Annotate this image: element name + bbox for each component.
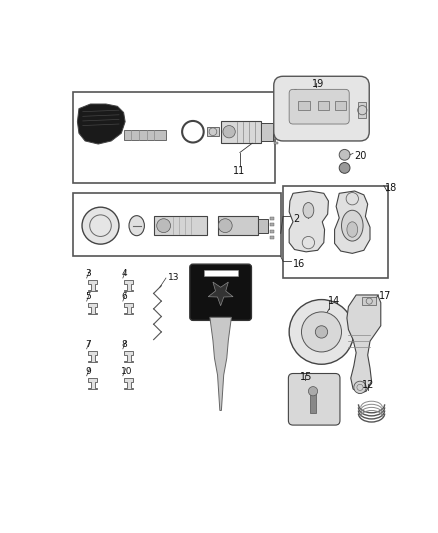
Bar <box>335 101 346 110</box>
Polygon shape <box>335 191 370 253</box>
Ellipse shape <box>342 210 363 241</box>
Text: 17: 17 <box>379 291 392 301</box>
Bar <box>227 351 231 357</box>
Circle shape <box>315 326 328 338</box>
Bar <box>270 217 274 220</box>
Polygon shape <box>88 351 97 362</box>
FancyBboxPatch shape <box>289 90 349 124</box>
Polygon shape <box>124 280 134 291</box>
Bar <box>270 230 274 232</box>
Bar <box>73 193 281 256</box>
Text: 3: 3 <box>85 269 91 278</box>
Polygon shape <box>124 351 134 362</box>
Bar <box>218 216 258 235</box>
Circle shape <box>82 207 119 244</box>
Text: 5: 5 <box>85 292 91 301</box>
Ellipse shape <box>303 203 314 218</box>
Circle shape <box>339 163 350 173</box>
Text: 19: 19 <box>311 79 324 90</box>
Polygon shape <box>78 104 125 144</box>
Circle shape <box>157 219 170 232</box>
Polygon shape <box>289 191 328 252</box>
Polygon shape <box>210 317 231 410</box>
FancyBboxPatch shape <box>274 76 369 141</box>
Bar <box>227 364 232 370</box>
Bar <box>227 337 233 343</box>
Text: 14: 14 <box>328 296 340 306</box>
Text: 9: 9 <box>85 367 91 376</box>
Bar <box>270 223 274 227</box>
Text: 6: 6 <box>121 292 127 301</box>
Bar <box>274 131 278 133</box>
Bar <box>310 391 316 413</box>
FancyBboxPatch shape <box>190 264 251 320</box>
Text: 15: 15 <box>300 372 312 382</box>
Polygon shape <box>208 282 233 306</box>
Bar <box>298 101 310 110</box>
Polygon shape <box>347 295 381 393</box>
FancyBboxPatch shape <box>288 374 340 425</box>
Bar <box>318 101 329 110</box>
Circle shape <box>223 126 235 138</box>
Bar <box>362 297 376 305</box>
Text: 16: 16 <box>293 259 305 269</box>
Ellipse shape <box>347 222 358 237</box>
Bar <box>221 121 261 142</box>
Text: 12: 12 <box>361 379 374 390</box>
Polygon shape <box>88 303 97 314</box>
Bar <box>274 136 278 139</box>
Circle shape <box>218 219 232 232</box>
Polygon shape <box>124 303 134 314</box>
Polygon shape <box>124 378 134 389</box>
Circle shape <box>339 149 350 160</box>
Bar <box>274 126 278 128</box>
Circle shape <box>308 386 318 396</box>
Bar <box>227 324 231 330</box>
Bar <box>358 102 366 118</box>
Text: 1: 1 <box>293 88 299 99</box>
Polygon shape <box>88 280 97 291</box>
Text: 7: 7 <box>85 340 91 349</box>
Bar <box>270 236 274 239</box>
Text: 13: 13 <box>167 273 179 282</box>
Circle shape <box>301 312 342 352</box>
Bar <box>258 219 268 232</box>
Bar <box>73 92 276 183</box>
Polygon shape <box>88 378 97 389</box>
Text: 18: 18 <box>385 183 398 193</box>
Bar <box>261 123 273 141</box>
Bar <box>124 130 166 140</box>
Bar <box>274 142 278 144</box>
Bar <box>155 216 207 235</box>
Text: 2: 2 <box>293 214 299 224</box>
Text: 8: 8 <box>121 340 127 349</box>
Bar <box>204 270 237 276</box>
Text: 20: 20 <box>355 151 367 161</box>
Text: 4: 4 <box>121 269 127 278</box>
Circle shape <box>289 300 354 364</box>
Bar <box>207 127 219 136</box>
Bar <box>283 185 389 278</box>
Circle shape <box>354 381 366 393</box>
Ellipse shape <box>129 216 145 236</box>
Text: 11: 11 <box>233 166 245 176</box>
Text: 10: 10 <box>121 367 133 376</box>
